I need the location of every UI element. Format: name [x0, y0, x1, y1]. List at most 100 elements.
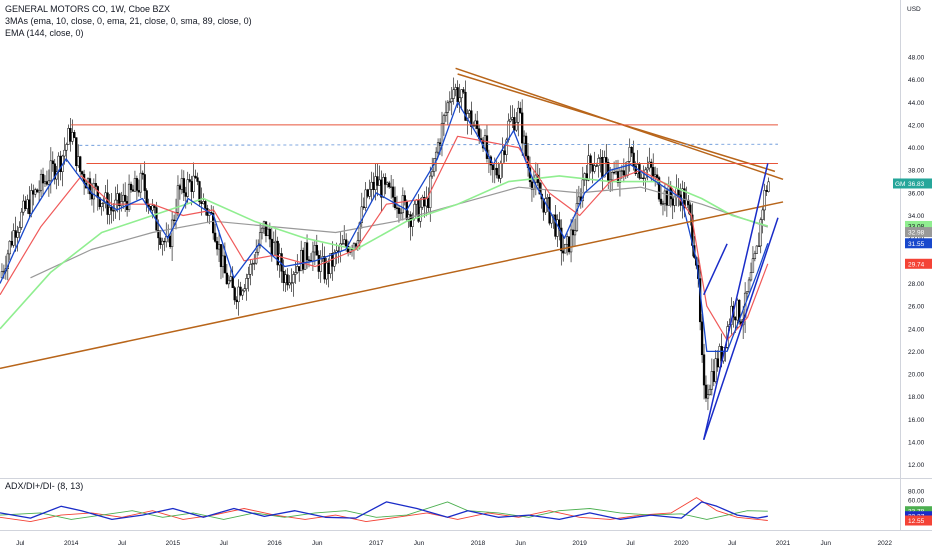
price-tick-label: 18.00 — [908, 394, 925, 401]
candle-down — [519, 107, 522, 114]
panel-separator — [0, 478, 932, 479]
candle-down — [657, 177, 661, 200]
candle-up — [714, 358, 717, 382]
time-tick-label: Jul — [626, 540, 635, 547]
candle-down — [182, 178, 185, 193]
time-tick-label: 2020 — [674, 540, 689, 547]
candle-down — [301, 250, 305, 270]
candle-up — [294, 272, 297, 275]
candle-up — [706, 394, 710, 399]
candle-down — [131, 189, 135, 192]
candle-up — [180, 178, 184, 190]
candle-up — [368, 189, 371, 197]
candle-up — [745, 291, 749, 294]
candle-up — [329, 253, 332, 274]
ema10-line — [0, 101, 769, 353]
candle-up — [186, 179, 189, 197]
candle-up — [260, 227, 264, 233]
time-tick-label: 2016 — [267, 540, 282, 547]
candle-down — [198, 181, 201, 203]
candle-down — [141, 172, 144, 175]
candle-down — [143, 174, 146, 191]
price-tag: 36.83 — [908, 181, 925, 188]
price-tick-label: 48.00 — [908, 54, 925, 61]
candle-up — [311, 251, 315, 262]
candle-up — [747, 279, 751, 292]
candle-down — [75, 137, 78, 167]
candle-up — [6, 253, 9, 269]
candle-down — [112, 210, 115, 212]
candle-up — [77, 156, 80, 167]
candle-up — [67, 128, 70, 145]
candle-up — [284, 274, 287, 284]
candle-up — [386, 182, 389, 185]
price-tick-label: 24.00 — [908, 326, 925, 333]
candle-up — [296, 266, 299, 273]
candle-up — [217, 244, 221, 250]
candle-down — [704, 384, 708, 399]
candle-up — [374, 176, 377, 191]
candle-up — [339, 243, 342, 252]
price-tag: 32.98 — [908, 230, 925, 237]
candle-down — [135, 178, 139, 191]
price-tag: 29.74 — [908, 261, 925, 268]
candle-down — [734, 316, 737, 321]
candle-down — [153, 205, 156, 208]
candle-up — [718, 346, 721, 368]
candle-up — [452, 89, 455, 99]
candle-down — [652, 167, 655, 177]
candle-up — [266, 228, 270, 236]
candle-down — [110, 207, 113, 211]
candle-up — [648, 161, 651, 169]
candle-up — [20, 211, 23, 228]
candle-down — [495, 167, 498, 176]
price-tick-label: 12.00 — [908, 462, 925, 469]
candle-down — [124, 194, 127, 202]
time-tick-label: Jun — [414, 540, 425, 547]
candle-up — [757, 245, 760, 247]
candle-down — [94, 183, 97, 187]
candle-down — [571, 229, 575, 236]
candle-down — [317, 254, 320, 272]
candle-up — [229, 276, 232, 281]
price-tag-bg — [905, 220, 932, 231]
time-tick-label: Jun — [515, 540, 526, 547]
candle-up — [569, 229, 573, 253]
candle-down — [345, 239, 348, 247]
candle-down — [491, 164, 494, 170]
adx-tick-label: 80.00 — [908, 489, 925, 496]
candle-up — [550, 215, 553, 224]
price-tag-bg — [905, 258, 932, 269]
time-tick-label: Jul — [220, 540, 229, 547]
candle-down — [462, 89, 465, 93]
chart-title: GENERAL MOTORS CO, 1W, Cboe BZX — [5, 4, 171, 14]
candle-up — [274, 240, 277, 244]
candle-up — [446, 102, 449, 113]
candle-up — [37, 190, 41, 193]
candle-up — [12, 230, 15, 246]
candle-up — [49, 160, 52, 182]
candle-down — [567, 236, 571, 253]
candle-up — [493, 167, 496, 170]
candle-up — [440, 122, 444, 146]
candle-up — [556, 219, 559, 237]
candle-up — [515, 121, 518, 131]
price-tick-label: 34.00 — [908, 213, 925, 220]
candle-down — [601, 157, 604, 178]
candle-up — [581, 179, 584, 202]
candle-down — [630, 146, 633, 154]
candles-group — [0, 77, 770, 411]
candle-up — [30, 190, 33, 215]
price-tick-label: 14.00 — [908, 440, 925, 447]
candle-up — [151, 205, 154, 211]
candle-down — [88, 178, 92, 195]
time-tick-label: 2018 — [471, 540, 486, 547]
candle-up — [300, 250, 303, 272]
candle-up — [227, 279, 230, 285]
candle-down — [163, 240, 166, 243]
candle-down — [485, 135, 489, 159]
candle-down — [354, 243, 358, 247]
candle-up — [511, 117, 514, 120]
candle-down — [233, 287, 236, 301]
